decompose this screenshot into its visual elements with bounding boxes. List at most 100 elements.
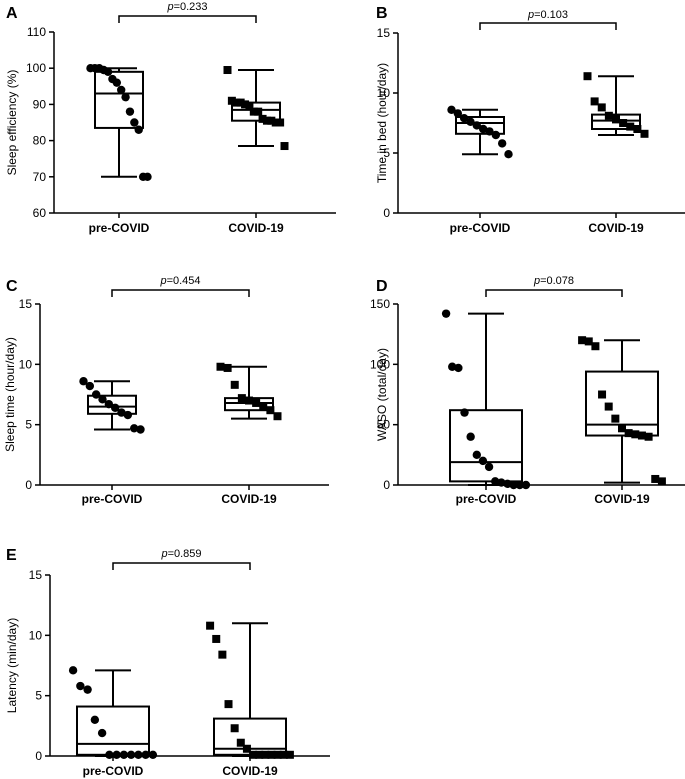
data-point bbox=[224, 700, 233, 709]
category-label: pre-COVID bbox=[450, 221, 511, 235]
y-tick-label: 100 bbox=[370, 357, 390, 371]
data-point bbox=[509, 480, 518, 490]
y-axis-label: WASO (total/day) bbox=[375, 348, 389, 441]
data-point bbox=[117, 408, 126, 417]
data-point bbox=[129, 424, 139, 433]
p-value-symbol: p bbox=[533, 275, 540, 287]
data-point bbox=[612, 115, 620, 124]
y-tick-label: 50 bbox=[377, 418, 391, 432]
data-point bbox=[267, 750, 276, 759]
box-iqr bbox=[94, 70, 144, 129]
y-tick-label: 70 bbox=[33, 170, 47, 184]
data-point bbox=[218, 650, 227, 659]
panel-letter: C bbox=[6, 278, 18, 295]
data-point bbox=[125, 107, 135, 116]
y-tick-label: 90 bbox=[33, 97, 47, 111]
data-point bbox=[497, 139, 507, 148]
data-point bbox=[441, 309, 451, 318]
p-value-symbol: p bbox=[166, 1, 173, 13]
y-tick-label: 0 bbox=[35, 749, 42, 763]
box-iqr bbox=[455, 116, 505, 135]
box-iqr bbox=[585, 370, 659, 437]
data-point bbox=[459, 114, 469, 123]
panel-d: D 0 50 100 150 WASO (total/day) pre-COVID COVID… bbox=[370, 275, 685, 506]
data-point bbox=[279, 750, 288, 759]
data-point bbox=[262, 116, 271, 125]
p-value-symbol: p bbox=[160, 548, 167, 560]
data-point bbox=[624, 429, 633, 438]
y-tick-label: 15 bbox=[29, 568, 43, 582]
p-value-number: =0.078 bbox=[540, 275, 574, 287]
panel-letter: D bbox=[376, 278, 388, 295]
y-tick-label: 5 bbox=[25, 418, 32, 432]
data-point bbox=[232, 98, 241, 107]
p-value-number: =0.859 bbox=[168, 548, 202, 560]
p-value-label: p=0.859 bbox=[160, 548, 201, 560]
data-point bbox=[657, 477, 666, 486]
category-label: pre-COVID bbox=[83, 764, 144, 778]
p-value-symbol: p bbox=[527, 9, 534, 21]
y-axis-label: Time in bed (hour/day) bbox=[375, 63, 389, 183]
data-point bbox=[112, 750, 121, 759]
data-point bbox=[123, 410, 133, 420]
y-tick-label: 10 bbox=[19, 357, 33, 371]
panel-a: A 60 70 80 90 100 110 Sleep efficiency (%) pre-C… bbox=[5, 1, 336, 235]
data-point bbox=[472, 121, 482, 130]
box-covid-19 bbox=[578, 336, 666, 486]
y-tick-label: 5 bbox=[35, 689, 42, 703]
data-point bbox=[453, 109, 463, 118]
data-point bbox=[230, 724, 239, 733]
data-point bbox=[216, 362, 225, 371]
y-tick-label: 15 bbox=[377, 26, 391, 40]
category-label: pre-COVID bbox=[89, 221, 150, 235]
data-point bbox=[611, 414, 620, 423]
data-point bbox=[485, 127, 494, 136]
box-covid-19 bbox=[223, 66, 289, 151]
data-point bbox=[254, 107, 263, 116]
panel-e: E 0 5 10 15 Latency (min/day) pre-COVID COVID-1… bbox=[5, 547, 330, 778]
data-point bbox=[266, 406, 275, 415]
data-point bbox=[626, 122, 635, 131]
data-point bbox=[285, 750, 294, 759]
data-point bbox=[237, 394, 246, 403]
data-point bbox=[590, 97, 599, 106]
y-tick-label: 10 bbox=[377, 86, 391, 100]
data-point bbox=[619, 119, 628, 127]
data-point bbox=[651, 474, 660, 483]
box-pre-covid bbox=[86, 63, 152, 181]
data-point bbox=[273, 412, 282, 421]
data-point bbox=[68, 666, 78, 675]
data-point bbox=[633, 125, 642, 133]
box-iqr bbox=[449, 409, 523, 483]
significance-bracket bbox=[118, 15, 257, 23]
data-point bbox=[604, 402, 613, 411]
y-axis-label: Latency (min/day) bbox=[5, 618, 19, 713]
data-point bbox=[484, 462, 494, 472]
box-iqr bbox=[87, 394, 137, 415]
data-point bbox=[259, 402, 268, 411]
data-point bbox=[640, 129, 649, 138]
data-point bbox=[255, 750, 264, 759]
data-point bbox=[105, 750, 114, 759]
p-value-symbol: p bbox=[159, 275, 166, 287]
data-point bbox=[598, 390, 607, 399]
data-point bbox=[103, 67, 113, 77]
data-point bbox=[76, 681, 85, 691]
box-iqr bbox=[591, 113, 641, 130]
box-pre-covid bbox=[68, 666, 158, 759]
data-point bbox=[242, 744, 251, 753]
data-point bbox=[521, 480, 531, 490]
data-point bbox=[241, 100, 250, 109]
data-point bbox=[223, 66, 232, 75]
data-point bbox=[618, 424, 626, 433]
significance-bracket bbox=[479, 22, 617, 30]
data-point bbox=[134, 125, 143, 134]
data-point bbox=[460, 408, 469, 417]
p-value-label: p=0.454 bbox=[159, 275, 200, 287]
data-point bbox=[97, 728, 107, 738]
p-value-number: =0.454 bbox=[167, 275, 201, 287]
data-point bbox=[91, 390, 101, 399]
y-tick-label: 10 bbox=[29, 628, 43, 642]
data-point bbox=[245, 396, 253, 405]
